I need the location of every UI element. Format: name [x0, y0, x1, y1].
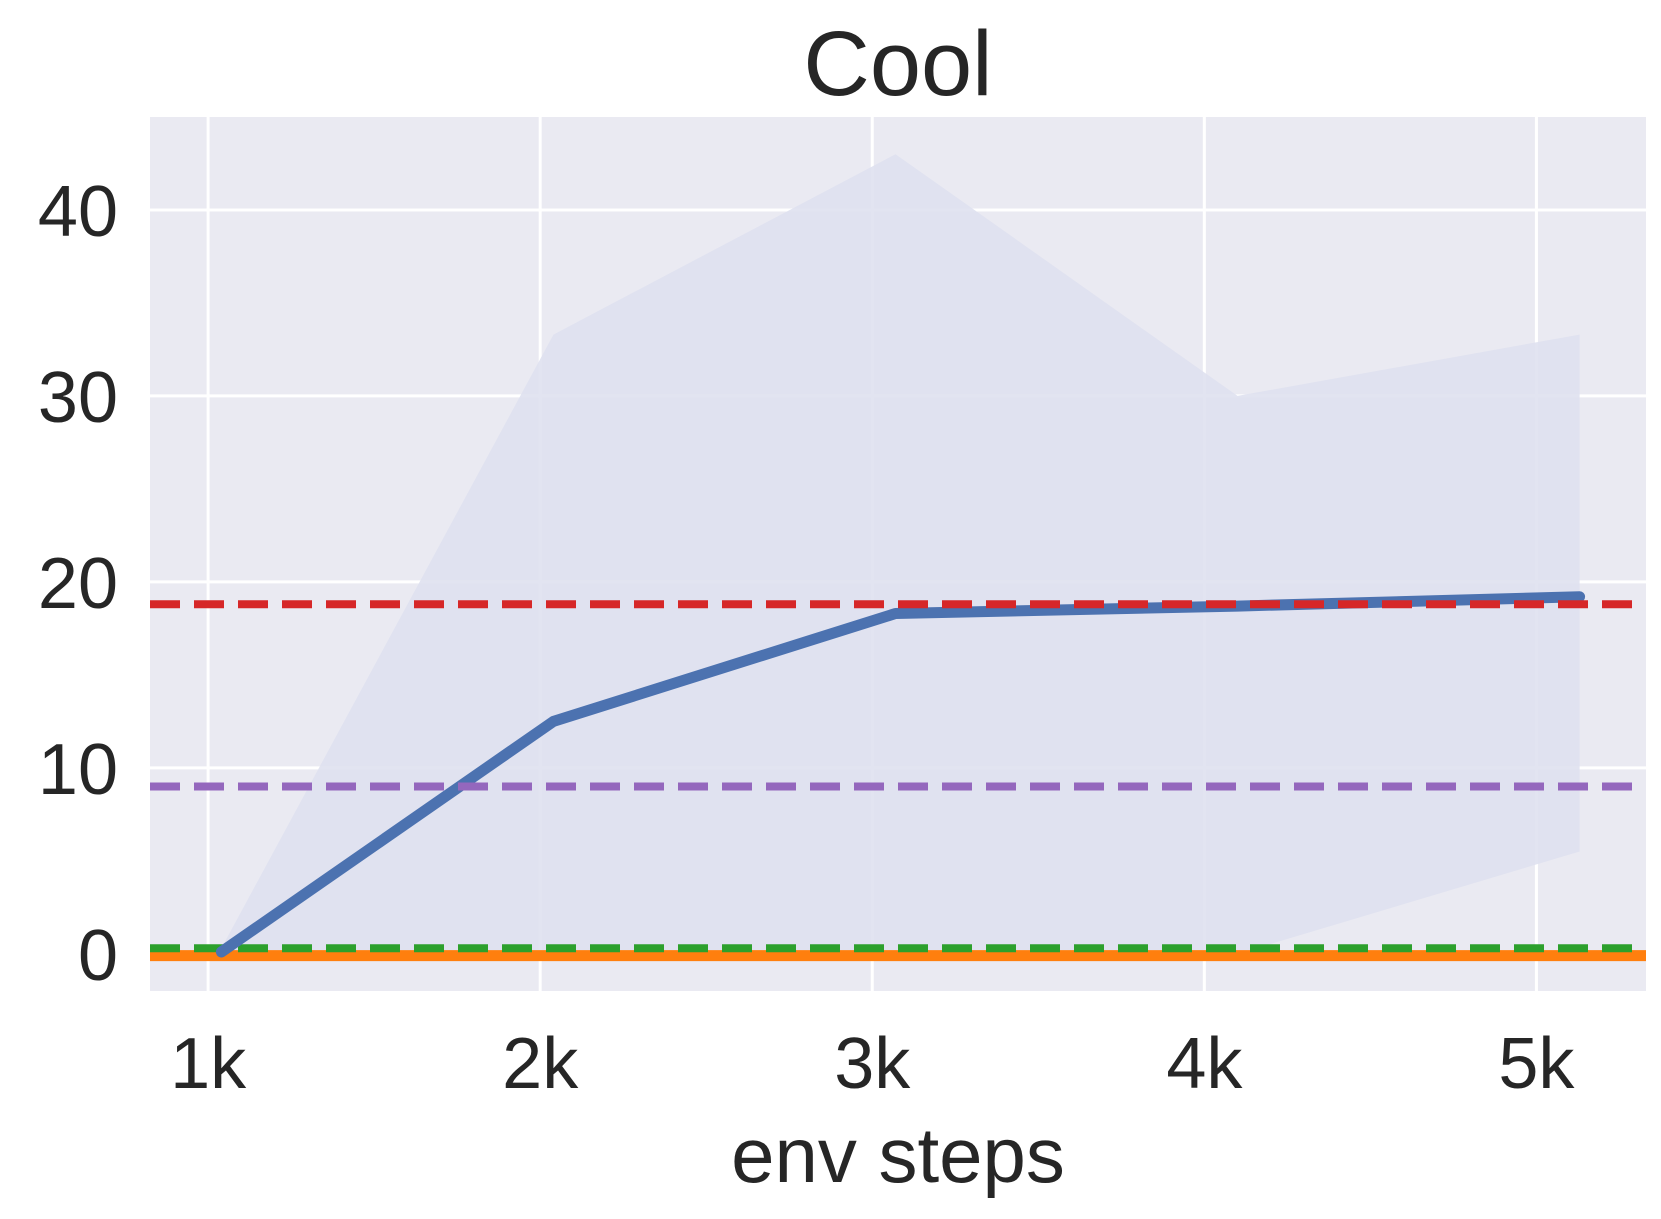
y-tick-label-40: 40: [38, 172, 118, 252]
chart-title: Cool: [803, 13, 992, 115]
series-lines: [150, 591, 1646, 962]
y-tick-label-20: 20: [38, 544, 118, 624]
x-tick-label-3k: 3k: [834, 1024, 911, 1104]
y-tick-label-10: 10: [38, 730, 118, 810]
y-tick-label-0: 0: [78, 916, 118, 996]
x-tick-label-2k: 2k: [502, 1024, 579, 1104]
x-tick-label-4k: 4k: [1166, 1024, 1243, 1104]
confidence-bands: [221, 154, 1580, 954]
x-tick-label-5k: 5k: [1498, 1024, 1575, 1104]
series-0-band: [221, 154, 1580, 954]
y-tick-label-30: 30: [38, 358, 118, 438]
x-axis-label: env steps: [731, 1111, 1065, 1199]
tick-labels: 1k 2k 3k 4k 5k 0 10 20 30 40: [38, 172, 1576, 1104]
x-tick-label-1k: 1k: [170, 1024, 247, 1104]
